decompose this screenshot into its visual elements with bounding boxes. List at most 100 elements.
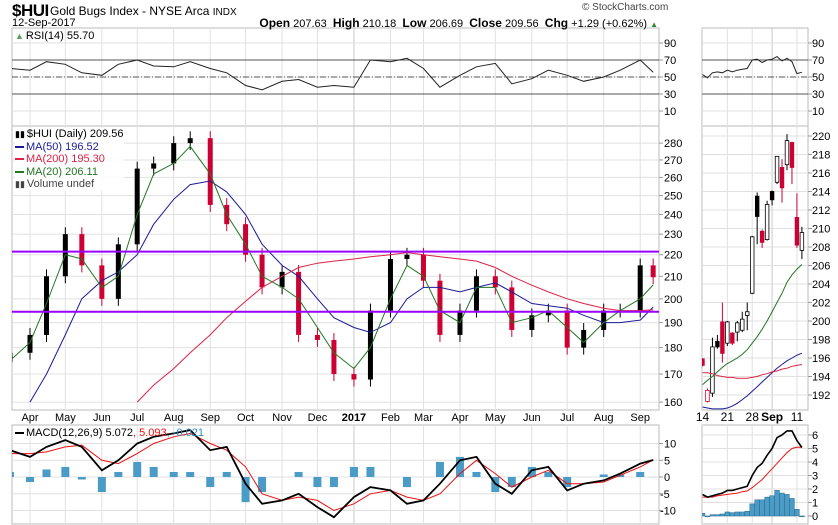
price-tick-label: 230 bbox=[664, 229, 682, 241]
ma200-line bbox=[136, 252, 654, 403]
macd-histogram-bar bbox=[507, 477, 516, 488]
candle-body bbox=[171, 143, 177, 164]
low-value: 206.69 bbox=[429, 18, 464, 30]
x-tick-label: Apr bbox=[21, 412, 38, 424]
x-tick-label: Apr bbox=[451, 412, 468, 424]
chg-label: Chg bbox=[544, 16, 569, 30]
inset-candle-body bbox=[764, 204, 770, 240]
exchange: INDX bbox=[212, 7, 237, 18]
index-name: Gold Bugs Index - NYSE Arca INDX bbox=[50, 4, 237, 18]
price-tick-label: 170 bbox=[664, 369, 682, 381]
ohlc-summary: Open 207.63 High 210.18 Low 206.69 Close… bbox=[259, 16, 658, 30]
macd-histogram-bar bbox=[114, 471, 123, 477]
low-label: Low bbox=[402, 16, 427, 30]
inset-candle-body bbox=[769, 191, 775, 201]
chart-date: 12-Sep-2017 bbox=[12, 17, 76, 29]
macd-histogram-bar bbox=[402, 477, 411, 488]
candle-body bbox=[509, 287, 515, 330]
x-tick-label: Feb bbox=[381, 412, 400, 424]
inset-price-tick-label: 196 bbox=[812, 353, 830, 365]
x-tick-label: Nov bbox=[272, 412, 292, 424]
inset-macd-histogram-bar bbox=[779, 492, 785, 517]
price-tick-label: 220 bbox=[664, 250, 682, 262]
x-tick-label: May bbox=[55, 412, 76, 424]
price-tick-label: 260 bbox=[664, 172, 682, 184]
x-tick-label: 2017 bbox=[342, 412, 366, 424]
inset-macd-histogram-bar bbox=[789, 498, 795, 517]
inset-macd-histogram-bar bbox=[702, 513, 706, 517]
candle-body bbox=[43, 276, 49, 335]
inset-macd-histogram-bar bbox=[744, 511, 750, 517]
x-tick-label: Dec bbox=[308, 412, 328, 424]
price-legend: ▮▮ $HUI (Daily) 209.56 MA(50) 196.52 MA(2… bbox=[15, 128, 124, 191]
close-value: 209.56 bbox=[505, 18, 539, 30]
inset-macd-histogram-bar bbox=[704, 515, 711, 518]
macd-histogram-bar bbox=[169, 471, 178, 477]
macd-histogram-bar bbox=[133, 461, 142, 477]
inset-candle-body bbox=[750, 236, 755, 294]
inset-candle-body bbox=[754, 195, 760, 217]
macd-histogram-bar bbox=[563, 477, 572, 488]
inset-macd-line bbox=[702, 430, 803, 498]
candle-body bbox=[99, 265, 105, 299]
macd-histogram-bar bbox=[544, 471, 553, 477]
inset-candle-body bbox=[794, 216, 800, 246]
macd-legend-text: MACD(12,26,9) 5.072 bbox=[26, 427, 133, 439]
rsi-tick-label: 10 bbox=[664, 106, 676, 118]
open-value: 207.63 bbox=[293, 18, 327, 30]
macd-histogram-bar bbox=[77, 477, 86, 480]
inset-price-tick-label: 198 bbox=[812, 335, 830, 347]
macd-histogram-bar bbox=[435, 461, 444, 477]
x-tick-label: Sep bbox=[200, 412, 220, 424]
candle-body bbox=[367, 310, 373, 380]
candle-body bbox=[331, 339, 337, 375]
inset-candle-body bbox=[740, 318, 745, 331]
inset-ma20-line bbox=[702, 264, 803, 386]
legend-ma200: MA(200) 195.30 bbox=[15, 153, 124, 166]
inset-macd-histogram-bar bbox=[784, 494, 790, 517]
legend-ma50: MA(50) 196.52 bbox=[15, 141, 124, 154]
candle-body bbox=[27, 334, 33, 353]
inset-candle-body bbox=[735, 322, 740, 333]
macd-histogram-bar bbox=[349, 466, 358, 477]
candle-body bbox=[637, 265, 643, 311]
price-tick-label: 210 bbox=[664, 271, 682, 283]
x-tick-label: Oct bbox=[237, 412, 254, 424]
macd-line bbox=[12, 429, 654, 519]
candle-body bbox=[404, 254, 410, 259]
high-value: 210.18 bbox=[362, 18, 397, 30]
inset-macd-histogram-bar bbox=[714, 514, 721, 517]
inset-candle-body bbox=[702, 358, 705, 366]
inset-ma50-line bbox=[702, 352, 803, 410]
ma50-swatch bbox=[15, 145, 24, 148]
inset-rsi-tick-label: 50 bbox=[812, 72, 824, 84]
inset-price-tick-label: 202 bbox=[812, 298, 830, 310]
candle-body bbox=[351, 374, 357, 380]
inset-macd-histogram-bar bbox=[799, 515, 805, 518]
inset-candle-body bbox=[710, 346, 715, 394]
legend-volume: ▮▮ Volume undef bbox=[15, 178, 124, 191]
inset-macd-histogram-bar bbox=[774, 490, 780, 517]
x-tick-label: Sep bbox=[630, 412, 650, 424]
candle-body bbox=[279, 271, 285, 288]
inset-price-tick-label: 200 bbox=[812, 316, 830, 328]
inset-candle-body bbox=[720, 321, 725, 354]
inset-candle-body bbox=[779, 167, 785, 189]
inset-price-tick-label: 206 bbox=[812, 261, 830, 273]
rsi-tick-label: 50 bbox=[664, 72, 676, 84]
chg-value: +1.29 (+0.62%) bbox=[571, 18, 648, 30]
macd-tick-label: 5 bbox=[664, 455, 670, 467]
macd-tick-label: -10 bbox=[660, 506, 676, 518]
inset-macd-tick-label: 2 bbox=[812, 484, 818, 496]
price-tick-label: 280 bbox=[664, 138, 682, 150]
macd-tick-label: 0 bbox=[664, 472, 670, 484]
inset-macd-tick-label: 0 bbox=[812, 511, 818, 523]
inset-candle-body bbox=[745, 311, 750, 316]
candle-body bbox=[296, 271, 302, 335]
inset-candles bbox=[702, 134, 805, 403]
inset-candle-body bbox=[784, 140, 790, 166]
inset-macd-histogram-bar bbox=[769, 495, 775, 517]
candle-body bbox=[151, 163, 157, 169]
legend-ma200-text: MA(200) 195.30 bbox=[26, 153, 105, 165]
candle-body bbox=[545, 310, 551, 316]
